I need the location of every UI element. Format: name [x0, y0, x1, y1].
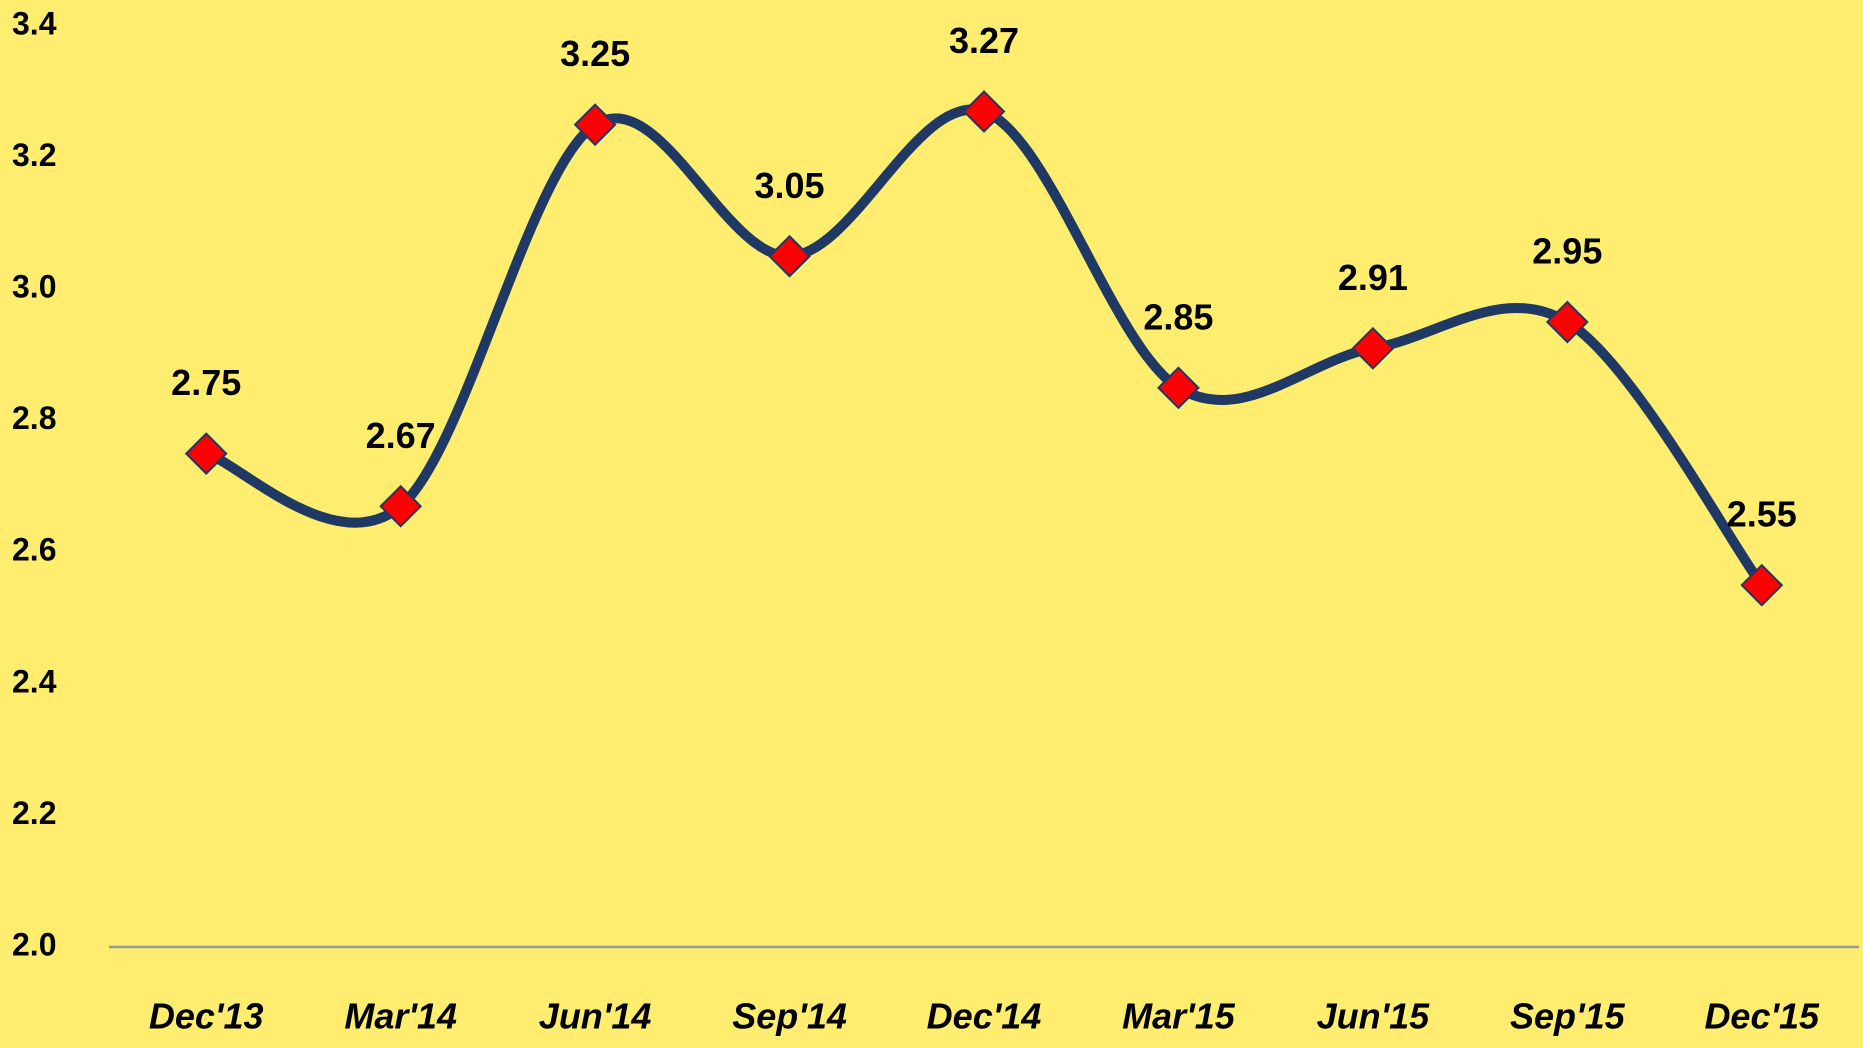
data-label: 2.75 — [171, 362, 241, 403]
marker — [1740, 563, 1784, 607]
x-tick-label: Dec'14 — [927, 996, 1042, 1037]
x-tick-label: Sep'14 — [732, 996, 847, 1037]
marker — [1545, 300, 1589, 344]
marker — [184, 432, 228, 476]
x-tick-label: Dec'15 — [1704, 996, 1820, 1037]
data-label: 3.05 — [755, 165, 825, 206]
data-label: 2.95 — [1532, 231, 1602, 272]
data-label: 2.91 — [1338, 257, 1408, 298]
y-tick-label: 2.2 — [12, 795, 56, 831]
marker — [1157, 366, 1200, 410]
y-tick-label: 3.2 — [12, 137, 56, 173]
data-label: 2.55 — [1727, 494, 1797, 535]
y-tick-label: 2.0 — [12, 926, 56, 962]
marker — [962, 90, 1006, 133]
x-tick-label: Dec'13 — [149, 996, 264, 1037]
x-tick-label: Sep'15 — [1510, 996, 1626, 1037]
line-series — [201, 104, 1767, 591]
x-tick-label: Jun'14 — [539, 996, 652, 1037]
data-label: 2.85 — [1143, 296, 1213, 337]
x-tick-label: Mar'15 — [1122, 996, 1236, 1037]
data-label: 2.67 — [366, 415, 436, 456]
marker — [1351, 326, 1395, 370]
marker — [379, 484, 423, 528]
marker — [768, 234, 811, 278]
y-tick-label: 2.4 — [12, 663, 57, 699]
y-tick-label: 3.0 — [12, 269, 56, 305]
data-label: 3.27 — [949, 20, 1019, 61]
x-tick-label: Mar'14 — [344, 996, 457, 1037]
x-tick-label: Jun'15 — [1317, 996, 1431, 1037]
y-tick-label: 2.8 — [12, 400, 56, 436]
y-tick-label: 2.6 — [12, 532, 56, 568]
y-tick-label: 3.4 — [12, 5, 57, 41]
data-label: 3.25 — [560, 33, 630, 74]
marker — [573, 103, 617, 147]
